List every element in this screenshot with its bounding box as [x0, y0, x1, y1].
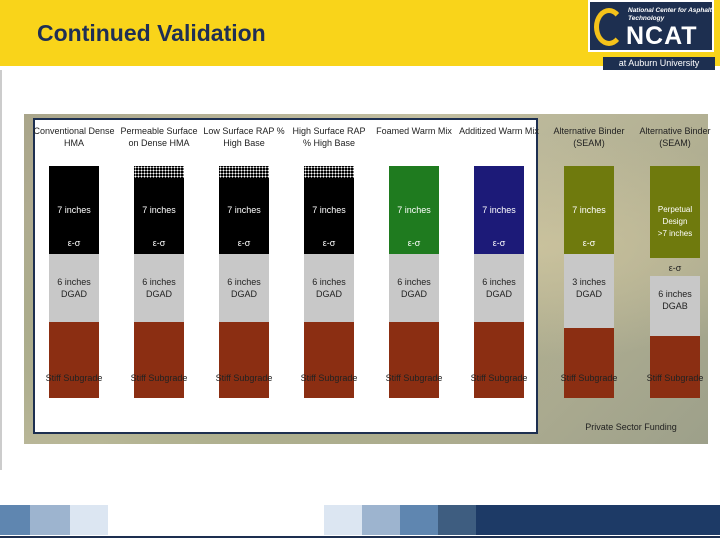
subgrade-layer [564, 314, 614, 398]
strain-label: ε-σ [237, 238, 251, 248]
subgrade-layer [389, 322, 439, 398]
footer-segment [324, 505, 362, 535]
column-title: Low Surface RAP % High Base [203, 126, 285, 148]
base-label: 6 inches DGAD [397, 277, 431, 299]
base-label: 6 inches DGAB [658, 289, 692, 311]
strain-label: ε-σ [582, 238, 596, 248]
column-title: Additized Warm Mix [459, 126, 539, 136]
surface-label: 7 inches [227, 205, 261, 215]
surface-layer [304, 166, 354, 254]
column-title: Alternative Binder (SEAM) [553, 126, 625, 148]
subgrade-label: Stiff Subgrade [560, 373, 618, 383]
footnote: Private Sector Funding [585, 422, 677, 432]
strain-label: ε-σ [492, 238, 506, 248]
surface-pattern [219, 166, 269, 178]
subgrade-layer [134, 322, 184, 398]
surface-label: 7 inches [312, 205, 346, 215]
surface-layer [650, 166, 700, 258]
subgrade-layer [304, 322, 354, 398]
base-layer [474, 254, 524, 322]
surface-pattern [134, 166, 184, 178]
footer-segment [108, 505, 324, 535]
surface-label: 7 inches [397, 205, 431, 215]
base-layer [49, 254, 99, 322]
footer-line [0, 536, 720, 538]
base-label: 6 inches DGAD [142, 277, 176, 299]
footer-segment [400, 505, 438, 535]
logo-big-text: NCAT [626, 22, 698, 50]
subgrade-label: Stiff Subgrade [385, 373, 443, 383]
column-title: Alternative Binder (SEAM) [639, 126, 711, 148]
base-layer [650, 276, 700, 336]
logo-swoosh-icon [594, 8, 624, 46]
surface-label: Perpetual Design >7 inches [657, 205, 693, 238]
surface-layer [564, 166, 614, 254]
subtitle-bar: at Auburn University [603, 57, 715, 70]
subgrade-label: Stiff Subgrade [646, 373, 704, 383]
slide-title: Continued Validation [37, 20, 266, 46]
subgrade-layer [49, 322, 99, 398]
surface-label: 7 inches [57, 205, 91, 215]
surface-pattern [304, 166, 354, 178]
subgrade-layer [650, 336, 700, 398]
strain-label: ε-σ [668, 263, 682, 273]
surface-layer [389, 166, 439, 254]
logo-small-text: National Center for Asphalt Technology [628, 7, 712, 22]
footer-segment [362, 505, 400, 535]
column-title: Foamed Warm Mix [376, 126, 452, 136]
surface-layer [134, 166, 184, 254]
footer-segment [70, 505, 108, 535]
base-layer [219, 254, 269, 322]
stiff-gap [564, 314, 614, 328]
surface-label: 7 inches [482, 205, 516, 215]
left-divider [0, 70, 2, 470]
strain-label: ε-σ [322, 238, 336, 248]
column-title: Conventional Dense HMA [33, 126, 115, 148]
logo-background: National Center for Asphalt Technology N… [590, 2, 712, 50]
base-label: 6 inches DGAD [57, 277, 91, 299]
footer-segment [438, 505, 476, 535]
strain-label: ε-σ [407, 238, 421, 248]
footer-segment [30, 505, 70, 535]
column-title: High Surface RAP % High Base [292, 126, 366, 148]
subgrade-label: Stiff Subgrade [215, 373, 273, 383]
base-label: 6 inches DGAD [227, 277, 261, 299]
base-label: 6 inches DGAD [482, 277, 516, 299]
subgrade-label: Stiff Subgrade [45, 373, 103, 383]
surface-label: 7 inches [142, 205, 176, 215]
surface-label: 7 inches [572, 205, 606, 215]
column-title: Permeable Surface on Dense HMA [120, 126, 198, 148]
base-layer [304, 254, 354, 322]
subtitle: at Auburn University [618, 58, 700, 68]
base-label: 3 inches DGAD [572, 277, 606, 299]
subgrade-label: Stiff Subgrade [130, 373, 188, 383]
pavement-cross-section-diagram [33, 118, 538, 434]
subgrade-layer [219, 322, 269, 398]
surface-layer [49, 166, 99, 254]
surface-layer [219, 166, 269, 254]
strain-label: ε-σ [67, 238, 81, 248]
base-layer [564, 254, 614, 314]
subgrade-label: Stiff Subgrade [470, 373, 528, 383]
base-label: 6 inches DGAD [312, 277, 346, 299]
footer-segment [0, 505, 30, 535]
subgrade-layer [474, 322, 524, 398]
footer-segment [476, 505, 720, 535]
subgrade-label: Stiff Subgrade [300, 373, 358, 383]
strain-label: ε-σ [152, 238, 166, 248]
base-layer [389, 254, 439, 322]
base-layer [134, 254, 184, 322]
surface-layer [474, 166, 524, 254]
ncat-logo: National Center for Asphalt Technology N… [588, 0, 714, 52]
footer-color-bar [0, 505, 720, 535]
